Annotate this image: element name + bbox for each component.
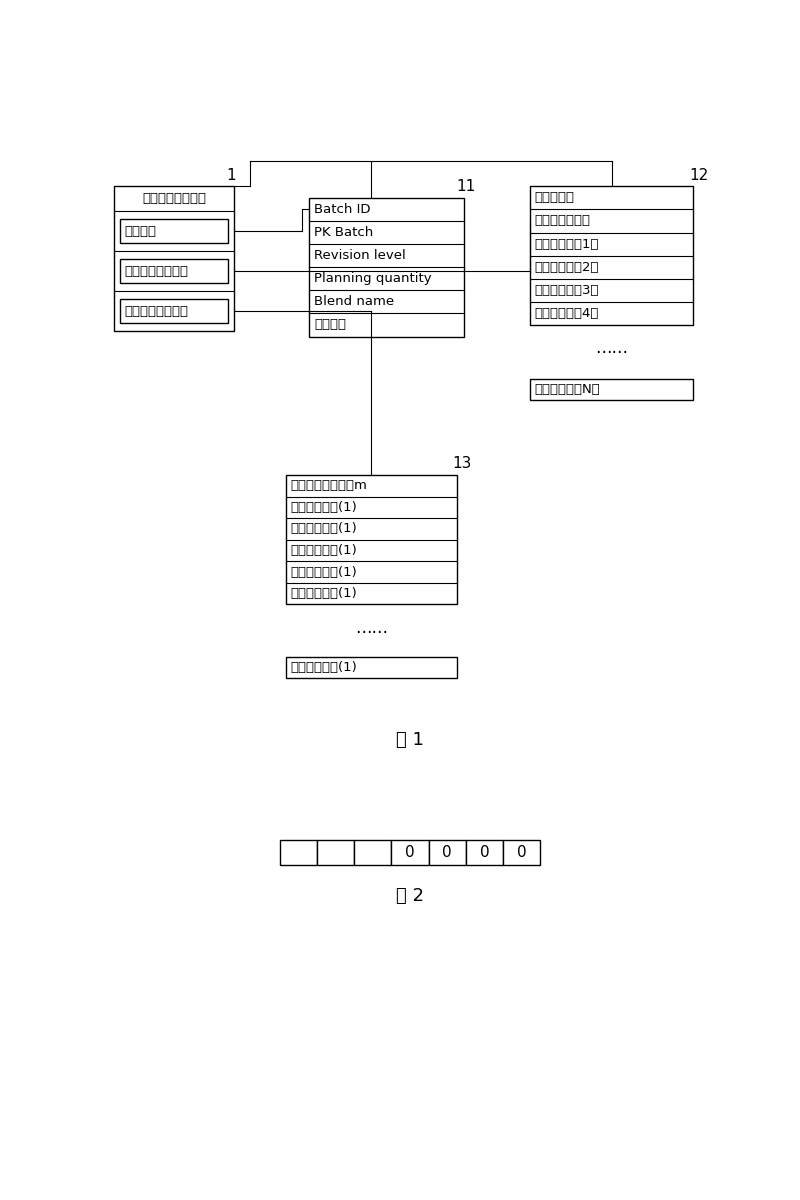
- Text: 0: 0: [479, 845, 490, 860]
- Text: 12: 12: [689, 168, 708, 182]
- Text: 11: 11: [457, 179, 476, 194]
- Text: 图 2: 图 2: [396, 887, 424, 905]
- Text: 1: 1: [226, 168, 236, 182]
- Bar: [317, 840, 354, 865]
- Bar: [530, 186, 693, 325]
- Bar: [466, 840, 503, 865]
- Text: 批次报头: 批次报头: [124, 224, 156, 238]
- Bar: [286, 475, 457, 605]
- Text: 批次工艺配方数据: 批次工艺配方数据: [124, 305, 188, 318]
- Text: 特定设定值（3）: 特定设定值（3）: [534, 283, 599, 296]
- Text: 特定设定值（4）: 特定设定值（4）: [534, 307, 599, 320]
- Text: 13: 13: [453, 456, 472, 472]
- Bar: [120, 259, 228, 283]
- Text: 中间产品编码(1): 中间产品编码(1): [290, 544, 358, 557]
- Text: 0: 0: [517, 845, 526, 860]
- Text: 特定设定值（N）: 特定设定值（N）: [534, 383, 601, 396]
- Bar: [286, 656, 457, 678]
- Text: ……: ……: [595, 340, 628, 358]
- Text: 中间产品编码(1): 中间产品编码(1): [290, 587, 358, 600]
- Text: 设定值强制代码: 设定值强制代码: [534, 215, 590, 228]
- Text: 工序控制字: 工序控制字: [534, 191, 574, 204]
- Bar: [280, 840, 317, 865]
- Text: 批次任务数据结构: 批次任务数据结构: [142, 192, 206, 205]
- Bar: [310, 198, 464, 336]
- Text: 中间产品编码(1): 中间产品编码(1): [290, 661, 358, 674]
- Text: Blend name: Blend name: [314, 295, 394, 308]
- Bar: [354, 840, 391, 865]
- Text: 批次工艺控制结构: 批次工艺控制结构: [124, 264, 188, 277]
- Bar: [503, 840, 540, 865]
- Text: 0: 0: [405, 845, 415, 860]
- Text: 批次属性: 批次属性: [314, 318, 346, 331]
- Text: Planning quantity: Planning quantity: [314, 272, 431, 286]
- Text: 中间产品编码(1): 中间产品编码(1): [290, 565, 358, 578]
- Bar: [120, 218, 228, 244]
- Text: 图 1: 图 1: [396, 731, 424, 749]
- Text: 中间产品编码(1): 中间产品编码(1): [290, 500, 358, 514]
- Text: 特定设定值（2）: 特定设定值（2）: [534, 260, 599, 274]
- Bar: [530, 379, 693, 401]
- Bar: [429, 840, 466, 865]
- Bar: [391, 840, 429, 865]
- Bar: [120, 299, 228, 324]
- Text: 中间产品种类数量m: 中间产品种类数量m: [290, 479, 367, 492]
- Text: Batch ID: Batch ID: [314, 203, 370, 216]
- Bar: [114, 186, 234, 331]
- Text: 中间产品编码(1): 中间产品编码(1): [290, 522, 358, 535]
- Text: 0: 0: [442, 845, 452, 860]
- Text: ……: ……: [354, 618, 388, 636]
- Text: 特定设定值（1）: 特定设定值（1）: [534, 238, 599, 251]
- Text: PK Batch: PK Batch: [314, 226, 373, 239]
- Text: Revision level: Revision level: [314, 250, 406, 262]
